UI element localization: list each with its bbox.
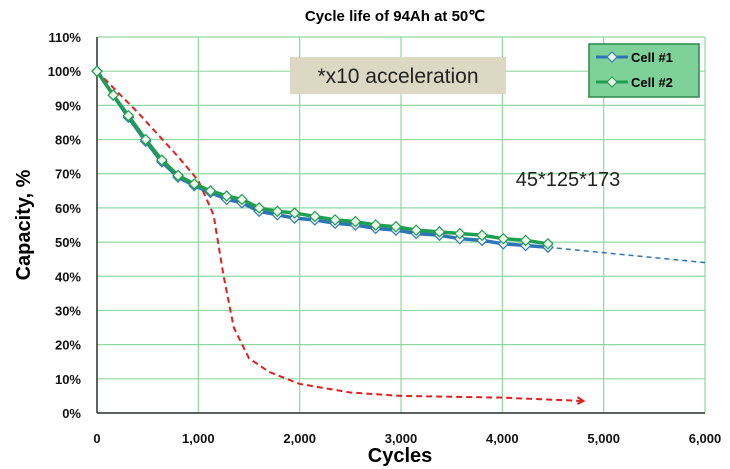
y-tick-label: 60% bbox=[55, 201, 81, 216]
data-point-cell2 bbox=[433, 225, 446, 238]
data-point-cell2 bbox=[349, 215, 362, 228]
x-axis-label: Cycles bbox=[368, 445, 433, 467]
data-point-cell2 bbox=[172, 169, 184, 182]
extrapolation-line bbox=[547, 246, 706, 264]
annotation-box bbox=[290, 57, 506, 94]
legend: Cell #1 Cell #2 bbox=[588, 43, 700, 98]
y-tick-label: 110% bbox=[48, 30, 81, 45]
x-tick-label: 4,000 bbox=[486, 431, 519, 446]
legend-box bbox=[588, 43, 700, 98]
data-point-cell2 bbox=[453, 227, 466, 240]
data-point-cell2 bbox=[107, 89, 120, 101]
data-point-cell2 bbox=[309, 210, 321, 223]
annotation-dimensions: 45*125*173 bbox=[516, 169, 621, 191]
data-point-cell2 bbox=[288, 207, 301, 219]
y-axis-label: Capacity, % bbox=[13, 169, 35, 280]
data-point-cell2 bbox=[204, 184, 217, 197]
data-point-cell2 bbox=[519, 234, 532, 247]
data-point-cell2 bbox=[410, 224, 423, 236]
data-point-cell2 bbox=[253, 202, 265, 214]
x-tick-label: 6,000 bbox=[689, 431, 722, 446]
annotation-acceleration: *x10 acceleration bbox=[317, 65, 478, 88]
chart-title: Cycle life of 94Ah at 50℃ bbox=[305, 8, 485, 25]
data-point-cell2 bbox=[236, 193, 248, 206]
y-tick-label: 50% bbox=[55, 235, 81, 250]
y-tick-label: 30% bbox=[55, 303, 81, 318]
y-tick-label: 90% bbox=[55, 98, 81, 113]
data-point-cell2 bbox=[390, 220, 402, 233]
legend-marker-cell2 bbox=[606, 76, 618, 88]
data-point-cell2 bbox=[156, 154, 168, 166]
x-tick-label: 0 bbox=[93, 431, 100, 446]
data-point-cell2 bbox=[497, 232, 510, 245]
x-tick-label: 1,000 bbox=[182, 431, 215, 446]
y-tick-label: 80% bbox=[55, 133, 81, 148]
y-tick-label: 40% bbox=[55, 269, 81, 284]
y-tick-label: 0% bbox=[62, 406, 81, 421]
y-tick-label: 100% bbox=[48, 64, 82, 79]
data-point-cell2 bbox=[139, 133, 152, 146]
data-point-cell2 bbox=[220, 190, 233, 202]
y-tick-label: 10% bbox=[55, 372, 81, 387]
legend-marker-cell1 bbox=[606, 51, 618, 63]
data-point-cell2 bbox=[369, 219, 382, 231]
x-tick-label: 2,000 bbox=[283, 431, 316, 446]
data-point-cell2 bbox=[271, 205, 284, 218]
data-point-cell2 bbox=[329, 214, 341, 226]
data-point-cell2 bbox=[91, 65, 103, 78]
x-tick-label: 5,000 bbox=[587, 431, 620, 446]
comparison-curve bbox=[96, 70, 584, 403]
data-point-cell2 bbox=[188, 178, 201, 190]
y-tick-label: 70% bbox=[55, 167, 81, 182]
comparison-arrowhead bbox=[576, 396, 586, 405]
data-point-cell2 bbox=[542, 237, 554, 250]
x-tick-label: 3,000 bbox=[385, 431, 418, 446]
data-point-cell2 bbox=[122, 109, 135, 122]
y-tick-label: 20% bbox=[55, 338, 81, 353]
legend-label-cell1: Cell #1 bbox=[631, 50, 673, 65]
data-point-cell2 bbox=[476, 229, 488, 242]
legend-label-cell2: Cell #2 bbox=[631, 75, 673, 90]
